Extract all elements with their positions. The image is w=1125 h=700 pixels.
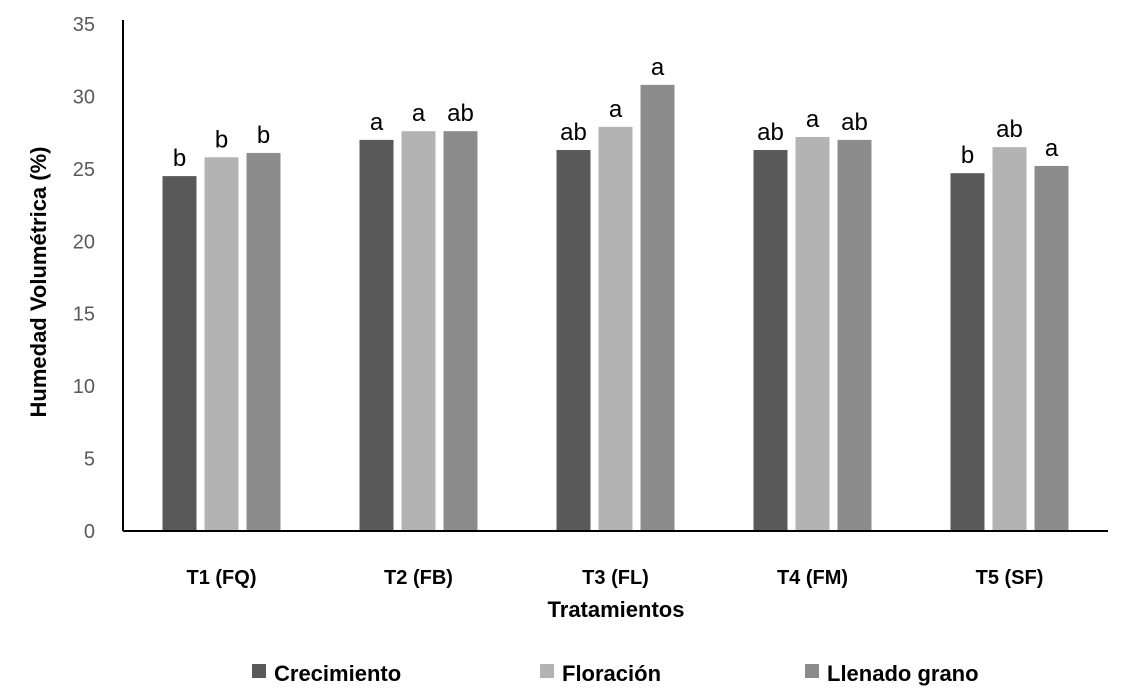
bar-llenado-grano-1 <box>246 152 281 531</box>
significance-label: b <box>961 142 974 169</box>
y-tick-label: 0 <box>84 521 95 543</box>
significance-label: a <box>1045 135 1059 162</box>
x-category-label: T5 (SF) <box>976 567 1044 589</box>
significance-label: ab <box>447 100 474 127</box>
legend-swatch <box>805 664 819 678</box>
significance-label: a <box>806 106 820 133</box>
bar-llenado-grano-3 <box>640 84 675 531</box>
x-axis-title: Tratamientos <box>548 597 685 622</box>
bar-floración-2 <box>401 131 436 532</box>
y-tick-label: 35 <box>73 14 95 36</box>
bar-floración-4 <box>795 136 830 531</box>
bar-llenado-grano-2 <box>443 131 478 532</box>
legend-label: Crecimiento <box>274 661 401 686</box>
bar-crecimiento-4 <box>753 150 788 532</box>
y-tick-label: 5 <box>84 449 95 471</box>
bar-crecimiento-3 <box>556 150 591 532</box>
x-axis-categories: T1 (FQ) T2 (FB) T3 (FL) T4 (FM) T5 (SF) <box>187 567 1044 589</box>
bar-floración-5 <box>992 147 1027 531</box>
significance-label: ab <box>841 109 868 136</box>
significance-label: b <box>215 126 228 153</box>
bars-layer <box>162 84 1069 532</box>
legend: Crecimiento Floración Llenado grano <box>252 661 979 686</box>
significance-label: b <box>173 145 186 172</box>
bar-llenado-grano-5 <box>1034 165 1069 531</box>
x-category-label: T2 (FB) <box>384 567 453 589</box>
y-tick-label: 20 <box>73 231 95 253</box>
significance-label: a <box>412 100 426 127</box>
y-tick-label: 30 <box>73 86 95 108</box>
legend-swatch <box>252 664 266 678</box>
legend-swatch <box>540 664 554 678</box>
y-axis-title: Humedad Volumétrica (%) <box>26 147 51 418</box>
bar-floración-1 <box>204 157 239 532</box>
legend-label: Llenado grano <box>827 661 979 686</box>
significance-label: a <box>609 96 623 123</box>
significance-label: ab <box>996 116 1023 143</box>
bar-floración-3 <box>598 126 633 531</box>
bar-llenado-grano-4 <box>837 139 872 531</box>
y-tick-label: 10 <box>73 376 95 398</box>
y-tick-label: 15 <box>73 304 95 326</box>
legend-label: Floración <box>562 661 661 686</box>
bar-crecimiento-2 <box>359 139 394 531</box>
x-category-label: T4 (FM) <box>777 567 848 589</box>
significance-label: a <box>651 54 665 81</box>
significance-label: ab <box>560 119 587 146</box>
y-axis-ticks: 0 5 10 15 20 25 30 35 <box>73 14 95 543</box>
x-category-label: T1 (FQ) <box>187 567 257 589</box>
significance-label: b <box>257 122 270 149</box>
bar-crecimiento-1 <box>162 176 197 531</box>
x-category-label: T3 (FL) <box>582 567 649 589</box>
significance-label: a <box>370 109 384 136</box>
y-tick-label: 25 <box>73 159 95 181</box>
bar-crecimiento-5 <box>950 173 985 531</box>
significance-label: ab <box>757 119 784 146</box>
